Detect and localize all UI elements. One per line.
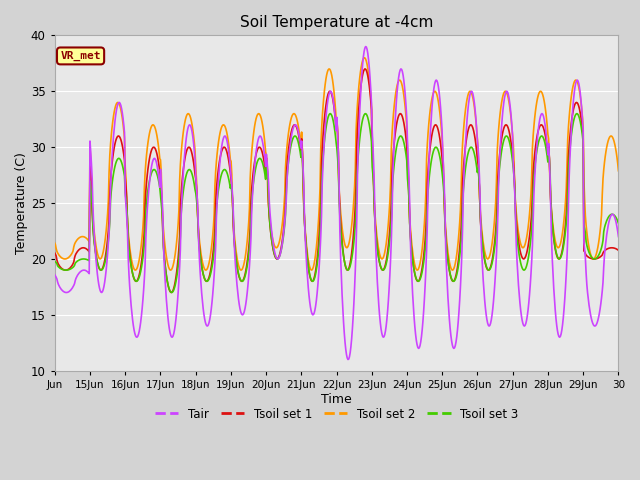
Title: Soil Temperature at -4cm: Soil Temperature at -4cm — [240, 15, 433, 30]
Legend: Tair, Tsoil set 1, Tsoil set 2, Tsoil set 3: Tair, Tsoil set 1, Tsoil set 2, Tsoil se… — [150, 403, 523, 425]
X-axis label: Time: Time — [321, 393, 352, 406]
Text: VR_met: VR_met — [60, 51, 101, 61]
Y-axis label: Temperature (C): Temperature (C) — [15, 152, 28, 254]
